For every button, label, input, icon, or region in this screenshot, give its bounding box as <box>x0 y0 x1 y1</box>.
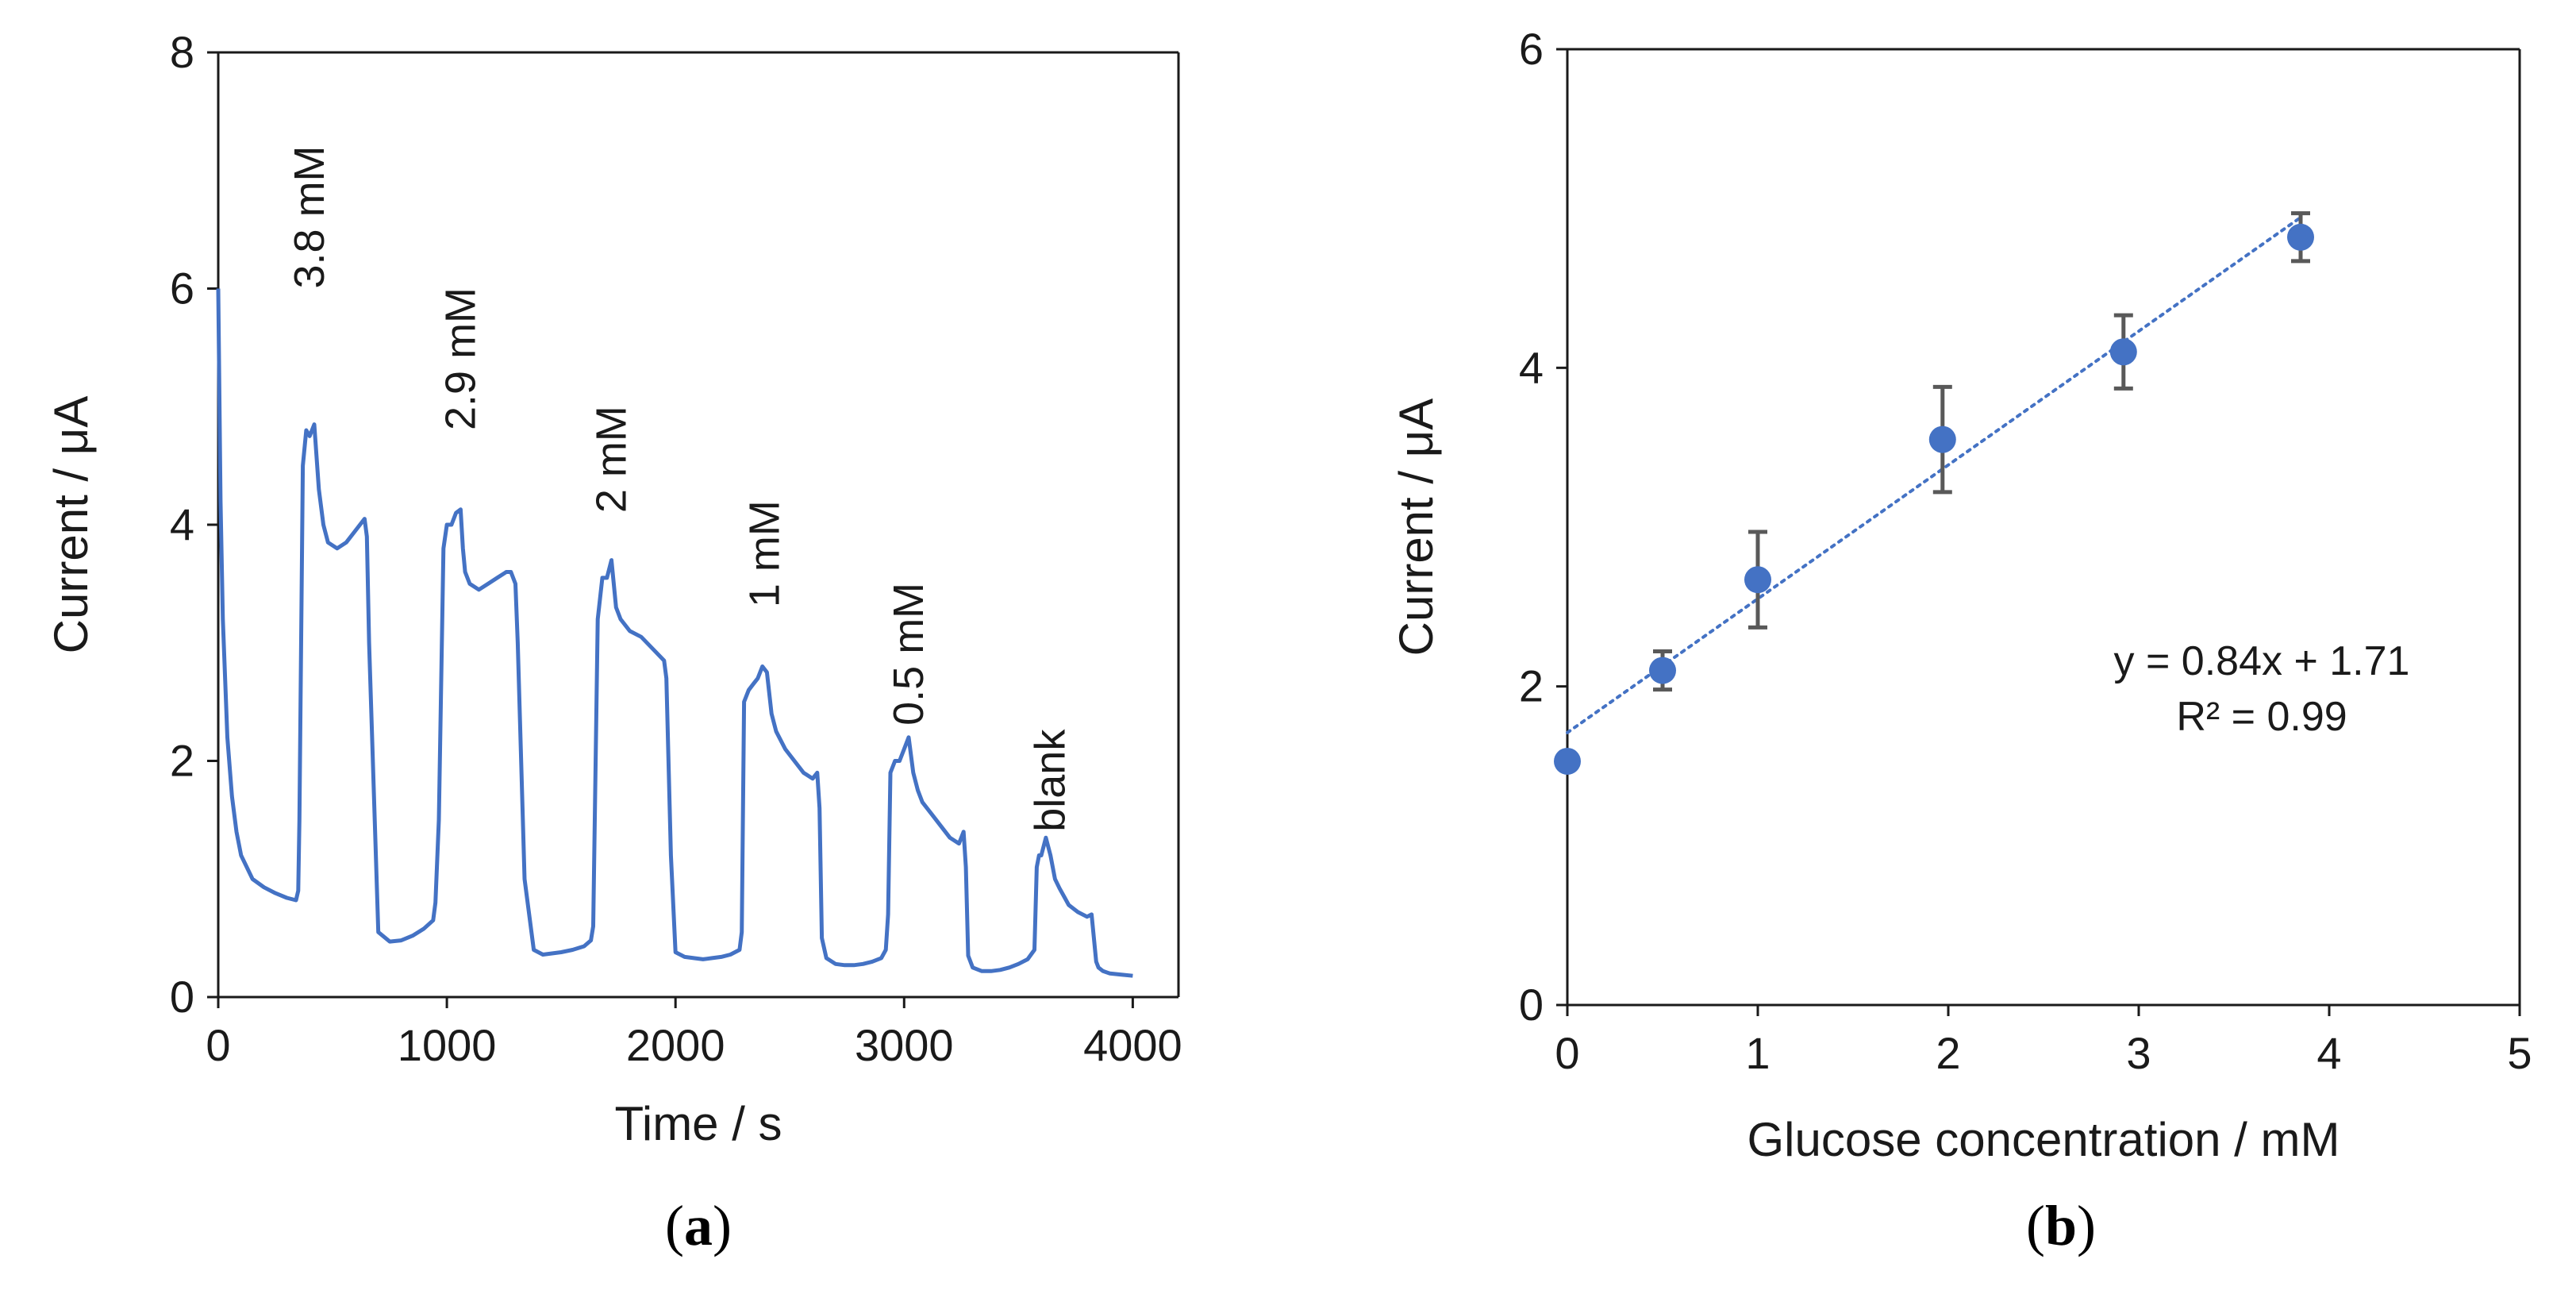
panel-b-x-tick-label: 1 <box>1745 1028 1770 1078</box>
panel-a-x-tick-label: 0 <box>206 1020 230 1070</box>
panel-b-label: (b) <box>2026 1194 2096 1257</box>
panel-a-label: (a) <box>665 1194 732 1257</box>
panel-b-data-point <box>1649 657 1676 684</box>
panel-a-annotation: 1 mM <box>741 500 789 607</box>
panel-a-y-tick-label: 6 <box>170 264 194 314</box>
panel-a-annotation: 0.5 mM <box>885 583 932 726</box>
panel-b-data-point <box>2109 338 2137 366</box>
panel-b-data-point <box>1554 747 1581 775</box>
panel-b-r-squared: R² = 0.99 <box>2176 694 2347 740</box>
panel-b-series <box>1554 211 2314 775</box>
panel-a-annotation: 3.8 mM <box>286 145 333 288</box>
panel-b-y-tick-label: 6 <box>1519 24 1544 74</box>
panel-a-series-line <box>216 288 1133 978</box>
panel-b-chart: 0 2 4 6 0 1 2 3 4 5 y = 0.84x + 1.71 R² = 0.99 Gl… <box>1390 24 2532 1257</box>
panel-b-label-letter: b <box>2045 1194 2077 1257</box>
panel-b-label-open-paren: ( <box>2026 1194 2045 1257</box>
panel-a-y-tick-label: 4 <box>170 499 194 549</box>
panel-b-x-tick-label: 2 <box>1936 1028 1960 1078</box>
panel-b-axes <box>1566 48 2521 1007</box>
panel-a-series <box>216 288 1133 978</box>
panel-a-label-letter: a <box>684 1194 713 1257</box>
panel-b-trendline-group <box>1566 215 2302 734</box>
panel-a-y-tick-label: 2 <box>170 736 194 786</box>
panel-b-x-tick-label: 4 <box>2316 1028 2341 1078</box>
panel-a-x-tick-label: 2000 <box>626 1020 725 1070</box>
panel-b-y-tick-label: 0 <box>1519 980 1544 1030</box>
panel-b-trendline <box>1566 215 2302 734</box>
panel-b-x-tick-label: 0 <box>1555 1028 1579 1078</box>
panel-a-x-tick-label: 1000 <box>398 1020 497 1070</box>
panel-b-data-point <box>2287 223 2314 251</box>
panel-b-ticks: 0 2 4 6 0 1 2 3 4 5 <box>1519 24 2532 1078</box>
panel-b-x-tick-label: 3 <box>2126 1028 2151 1078</box>
panel-b-trendline-equation: y = 0.84x + 1.71 <box>2114 638 2410 684</box>
panel-b-y-axis-title: Current / μA <box>1390 399 1443 657</box>
panel-b-x-axis-title: Glucose concentration / mM <box>1747 1113 2340 1166</box>
panel-b-label-close-paren: ) <box>2077 1194 2096 1257</box>
panel-a-annotation: blank <box>1027 729 1075 832</box>
panel-b-y-tick-label: 2 <box>1519 661 1544 711</box>
panel-a-label-close-paren: ) <box>713 1194 732 1257</box>
panel-a-y-axis-title: Current / μA <box>44 396 98 654</box>
panel-a-x-tick-label: 4000 <box>1083 1020 1182 1070</box>
panel-a-y-tick-label: 0 <box>170 972 194 1022</box>
panel-a-annotation: 2.9 mM <box>436 287 484 430</box>
panel-b-x-tick-label: 5 <box>2507 1028 2532 1078</box>
panel-a-annotation: 2 mM <box>588 406 636 513</box>
panel-a-x-tick-label: 3000 <box>855 1020 954 1070</box>
panel-a-x-axis-title: Time / s <box>614 1097 782 1150</box>
panel-a-label-open-paren: ( <box>665 1194 684 1257</box>
panel-a-annotations: 3.8 mM 2.9 mM 2 mM 1 mM 0.5 mM blank <box>286 145 1074 831</box>
panel-b-data-point <box>1744 566 1771 594</box>
panel-a-y-tick-label: 8 <box>170 27 194 77</box>
panel-b-data-point <box>1928 426 1956 453</box>
panel-a-ticks: 0 2 4 6 8 0 1000 2000 3000 4000 <box>170 27 1182 1070</box>
panel-a-chart: 0 2 4 6 8 0 1000 2000 3000 4000 3.8 mM 2.9 mM 2 mM 1… <box>44 27 1182 1257</box>
panel-b-y-tick-label: 4 <box>1519 342 1544 392</box>
